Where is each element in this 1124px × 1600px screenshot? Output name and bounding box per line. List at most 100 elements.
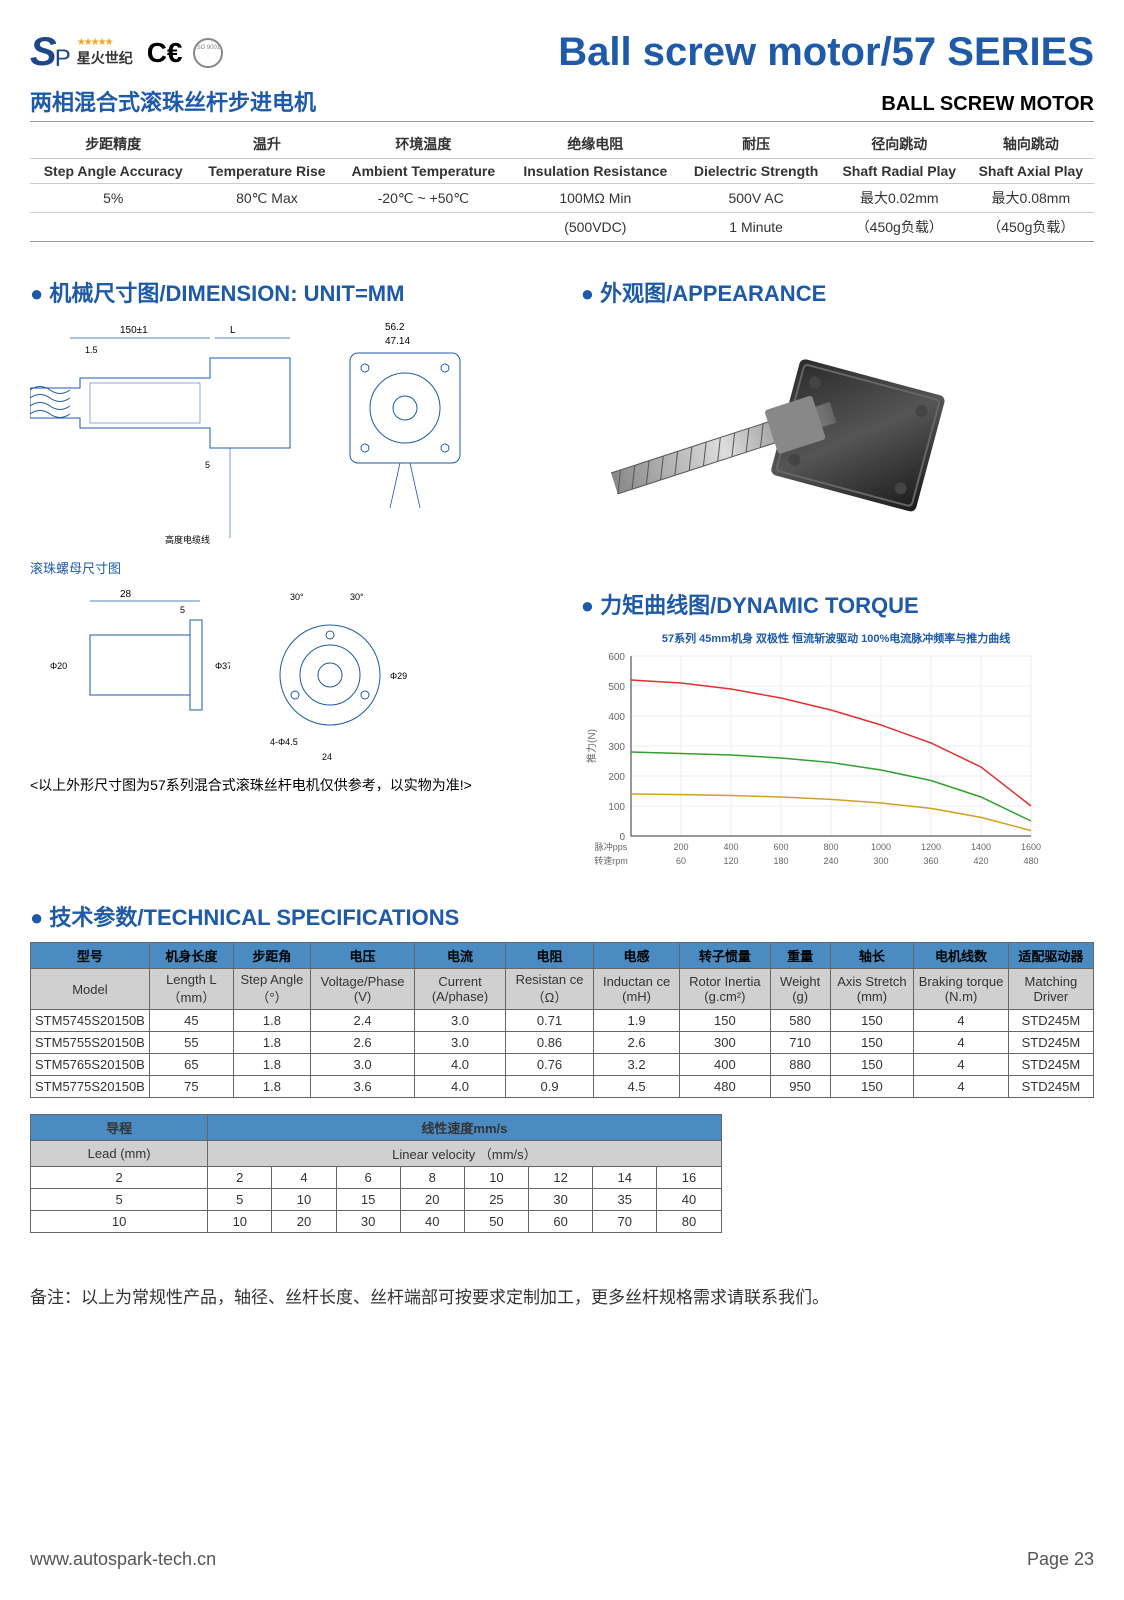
lead-cell: 10	[208, 1211, 272, 1233]
tech-cell: STM5765S20150B	[31, 1054, 150, 1076]
svg-text:180: 180	[773, 856, 788, 866]
remark-text: 备注：以上为常规性产品，轴径、丝杆长度、丝杆端部可按要求定制加工，更多丝杆规格需…	[30, 1283, 1094, 1308]
tech-header: 型号	[31, 943, 150, 969]
svg-text:1600: 1600	[1021, 842, 1041, 852]
dimension-side-view: 150±1 L 1.5 5 高度电缆线	[30, 318, 310, 548]
tech-header: 轴长	[830, 943, 914, 969]
tech-cell: 580	[770, 1010, 830, 1032]
svg-text:1000: 1000	[871, 842, 891, 852]
nut-side-view: 28 5 Φ20 Φ37	[30, 585, 230, 765]
tech-cell: 0.76	[505, 1054, 593, 1076]
dimension-note: <以上外形尺寸图为57系列混合式滚珠丝杆电机仅供参考，以实物为准!>	[30, 775, 541, 795]
lead-cell: 20	[272, 1211, 336, 1233]
tech-subheader: Resistan ce（Ω）	[505, 969, 593, 1010]
spec-cell: 最大0.02mm	[831, 184, 968, 213]
svg-text:30°: 30°	[350, 592, 364, 602]
tech-cell: 2.6	[310, 1032, 414, 1054]
spec-cell: 轴向跳动	[968, 130, 1094, 159]
tech-spec-table: 型号机身长度步距角电压电流电阻电感转子惯量重量轴长电机线数适配驱动器 Model…	[30, 942, 1094, 1098]
tech-cell: 710	[770, 1032, 830, 1054]
tech-cell: 4	[914, 1076, 1008, 1098]
lead-cell: 15	[336, 1189, 400, 1211]
svg-text:Φ20: Φ20	[50, 661, 67, 671]
tech-cell: 1.8	[233, 1076, 310, 1098]
tech-cell: STM5755S20150B	[31, 1032, 150, 1054]
tech-cell: 45	[149, 1010, 233, 1032]
spec-cell: Ambient Temperature	[337, 159, 509, 184]
chart-title: 57系列 45mm机身 双极性 恒流斩波驱动 100%电流脉冲频率与推力曲线	[581, 630, 1092, 646]
iso-mark: ISO 9001	[193, 38, 223, 68]
lead-cell: 5	[31, 1189, 208, 1211]
dimension-front-view: 56.2 47.14	[330, 318, 480, 518]
svg-text:300: 300	[608, 742, 625, 753]
tech-subheader: Length L（mm）	[149, 969, 233, 1010]
spec-cell	[337, 213, 509, 242]
tech-header: 电阻	[505, 943, 593, 969]
svg-text:600: 600	[608, 652, 625, 663]
lead-cell: 5	[208, 1189, 272, 1211]
tech-subheader: Inductan ce (mH)	[594, 969, 680, 1010]
lead-cell: 25	[464, 1189, 528, 1211]
tech-header: 机身长度	[149, 943, 233, 969]
tech-cell: 1.8	[233, 1054, 310, 1076]
general-spec-table: 步距精度温升环境温度绝缘电阻耐压径向跳动轴向跳动 Step Angle Accu…	[30, 130, 1094, 242]
tech-cell: STM5745S20150B	[31, 1010, 150, 1032]
spec-cell: -20℃ ~ +50℃	[337, 184, 509, 213]
spec-cell	[30, 213, 196, 242]
tech-cell: 2.4	[310, 1010, 414, 1032]
tech-cell: 4	[914, 1010, 1008, 1032]
tech-cell: 4.0	[415, 1076, 506, 1098]
lead-velocity-table: 导程 线性速度mm/s Lead (mm) Linear velocity （m…	[30, 1114, 722, 1233]
tech-cell: 150	[830, 1010, 914, 1032]
tech-cell: 950	[770, 1076, 830, 1098]
nut-dimension-label: 滚珠螺母尺寸图	[30, 558, 541, 577]
svg-text:Φ29: Φ29	[390, 671, 407, 681]
tech-header: 电压	[310, 943, 414, 969]
tech-cell: STM5775S20150B	[31, 1076, 150, 1098]
lead-cell: 35	[593, 1189, 657, 1211]
lead-cell: 40	[400, 1211, 464, 1233]
svg-text:200: 200	[608, 772, 625, 783]
tech-cell: 1.9	[594, 1010, 680, 1032]
lead-cell: 30	[336, 1211, 400, 1233]
lead-header-en: Lead (mm)	[31, 1141, 208, 1167]
spec-cell: Step Angle Accuracy	[30, 159, 196, 184]
lead-cell: 80	[657, 1211, 721, 1233]
tech-cell: 880	[770, 1054, 830, 1076]
footer-url: www.autospark-tech.cn	[30, 1549, 216, 1570]
svg-text:5: 5	[180, 605, 185, 615]
spec-cell: Temperature Rise	[196, 159, 337, 184]
motor-photo	[581, 318, 1021, 558]
lead-cell: 60	[529, 1211, 593, 1233]
svg-text:5: 5	[205, 460, 210, 470]
tech-cell: STD245M	[1008, 1076, 1093, 1098]
spec-cell: 耐压	[681, 130, 830, 159]
spec-cell: 环境温度	[337, 130, 509, 159]
svg-text:28: 28	[120, 589, 132, 600]
spec-cell: 最大0.08mm	[968, 184, 1094, 213]
tech-header: 转子惯量	[679, 943, 770, 969]
spec-cell: 步距精度	[30, 130, 196, 159]
velocity-header-cn: 线性速度mm/s	[208, 1115, 721, 1141]
lead-cell: 2	[208, 1167, 272, 1189]
tech-subheader: Current (A/phase)	[415, 969, 506, 1010]
lead-cell: 6	[336, 1167, 400, 1189]
svg-text:500: 500	[608, 682, 625, 693]
lead-cell: 20	[400, 1189, 464, 1211]
velocity-header-en: Linear velocity （mm/s）	[208, 1141, 721, 1167]
spec-cell: 500V AC	[681, 184, 830, 213]
tech-subheader: Axis Stretch (mm)	[830, 969, 914, 1010]
svg-text:150±1: 150±1	[120, 325, 148, 336]
page-header: S P ★★★★★ 星火世纪 C€ ISO 9001 Ball screw mo…	[30, 30, 1094, 75]
tech-cell: 0.9	[505, 1076, 593, 1098]
footer-page: Page 23	[1027, 1549, 1094, 1570]
page-footer: www.autospark-tech.cn Page 23	[30, 1549, 1094, 1570]
ce-mark: C€	[147, 37, 183, 69]
spec-cell: 径向跳动	[831, 130, 968, 159]
svg-text:600: 600	[773, 842, 788, 852]
spec-cell: Shaft Axial Play	[968, 159, 1094, 184]
logo-area: S P ★★★★★ 星火世纪 C€ ISO 9001	[30, 30, 223, 75]
logo-p: P	[55, 45, 71, 73]
tech-cell: 3.6	[310, 1076, 414, 1098]
tech-cell: 0.71	[505, 1010, 593, 1032]
